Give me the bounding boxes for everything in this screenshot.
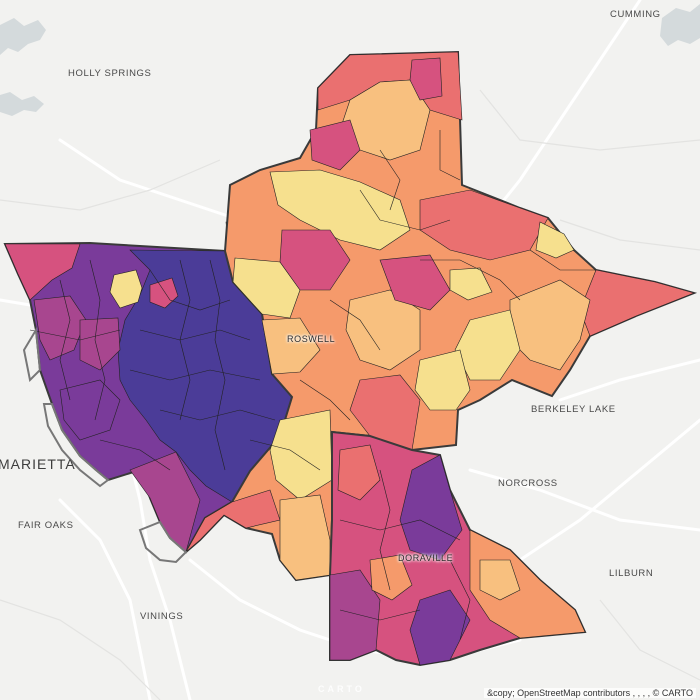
district-se-02[interactable]: [469, 529, 586, 639]
district-w-grid: [29, 259, 276, 471]
roads-secondary: [0, 89, 700, 700]
road-sec-5: [559, 219, 700, 251]
district-se-grid: [339, 469, 471, 641]
district-w-09[interactable]: [79, 317, 121, 371]
label-berkeley-lake: BERKELEY LAKE: [531, 404, 616, 415]
road-gsr400: [478, 0, 642, 232]
carto-watermark: CARTO: [318, 684, 365, 694]
label-lilburn: LILBURN: [609, 568, 654, 579]
district-n-04[interactable]: [269, 169, 411, 251]
district-n-11[interactable]: [454, 309, 521, 381]
district-se-line-1: [339, 519, 461, 541]
map-attribution[interactable]: &copy; OpenStreetMap contributors , , , …: [484, 688, 696, 698]
district-n-18[interactable]: [185, 489, 281, 553]
district-se-06[interactable]: [409, 589, 471, 666]
district-n-14[interactable]: [414, 349, 471, 411]
district-w-02[interactable]: [4, 243, 81, 301]
district-n-line-4: [299, 379, 351, 421]
district-w-line-4: [159, 409, 276, 421]
road-local-4: [468, 468, 700, 532]
road-sec-3: [0, 599, 161, 700]
label-marietta: MARIETTA: [0, 456, 76, 472]
lake-lanier-east: [660, 4, 700, 46]
district-w-line-6: [209, 259, 226, 471]
label-cumming: CUMMING: [610, 9, 661, 20]
district-n-line-8: [529, 249, 596, 271]
region-southeast[interactable]: [329, 430, 587, 667]
district-n-line-5: [439, 130, 461, 181]
outline-marietta: [42, 403, 110, 488]
district-se-line-3: [379, 469, 391, 591]
road-sec-1: [0, 159, 221, 211]
district-se-line-2: [339, 609, 421, 621]
district-n-20[interactable]: [309, 119, 361, 171]
district-n-13[interactable]: [379, 254, 451, 311]
district-w-line-3: [129, 369, 261, 381]
district-w-line-1: [149, 269, 231, 311]
district-n-line-2: [329, 299, 381, 351]
district-w-line-8: [89, 259, 106, 421]
district-w-03[interactable]: [109, 269, 143, 309]
district-se-03[interactable]: [329, 569, 381, 661]
district-w-line-2: [139, 329, 251, 341]
boundary-outlines: [22, 326, 188, 564]
district-n-03[interactable]: [409, 57, 443, 101]
district-se-05[interactable]: [337, 444, 381, 501]
district-n-19[interactable]: [279, 494, 331, 581]
district-se-07[interactable]: [479, 559, 521, 601]
district-w-08[interactable]: [59, 379, 121, 441]
lake-allatoona-arm: [0, 92, 44, 116]
district-n-line-1: [359, 189, 451, 231]
district-n-line-6: [249, 439, 321, 471]
label-doraville: DORAVILLE: [398, 553, 454, 563]
outline-northwest-notch: [22, 326, 42, 383]
region-west[interactable]: [3, 221, 294, 554]
label-vinings: VININGS: [140, 611, 184, 622]
district-n-06[interactable]: [279, 229, 351, 291]
label-holly-springs: HOLLY SPRINGS: [68, 68, 152, 79]
label-roswell: ROSWELL: [287, 334, 336, 344]
district-n-21[interactable]: [449, 267, 493, 301]
district-n-grid: [249, 130, 596, 471]
road-local-5: [58, 498, 152, 700]
district-n-line-7: [379, 149, 401, 211]
district-w-line-9: [29, 329, 121, 341]
district-n-08[interactable]: [535, 221, 575, 259]
district-n-09[interactable]: [579, 269, 695, 337]
district-w-line-7: [59, 279, 71, 401]
district-w-line-5: [179, 259, 191, 421]
road-local-2: [558, 358, 700, 402]
lake-lanier: [0, 18, 46, 55]
label-norcross: NORCROSS: [498, 478, 558, 489]
district-se-04[interactable]: [369, 554, 413, 601]
district-se-01[interactable]: [399, 454, 463, 561]
district-n-line-3: [420, 259, 521, 301]
road-sec-4: [599, 599, 700, 681]
district-w-line-10: [99, 439, 171, 471]
outline-vinings: [138, 520, 188, 564]
road-sec-2: [479, 89, 700, 151]
district-n-16[interactable]: [261, 317, 321, 375]
district-w-04[interactable]: [33, 295, 87, 361]
region-north[interactable]: [185, 50, 698, 582]
district-se-line-4: [449, 559, 471, 641]
label-fair-oaks: FAIR OAKS: [18, 520, 74, 531]
